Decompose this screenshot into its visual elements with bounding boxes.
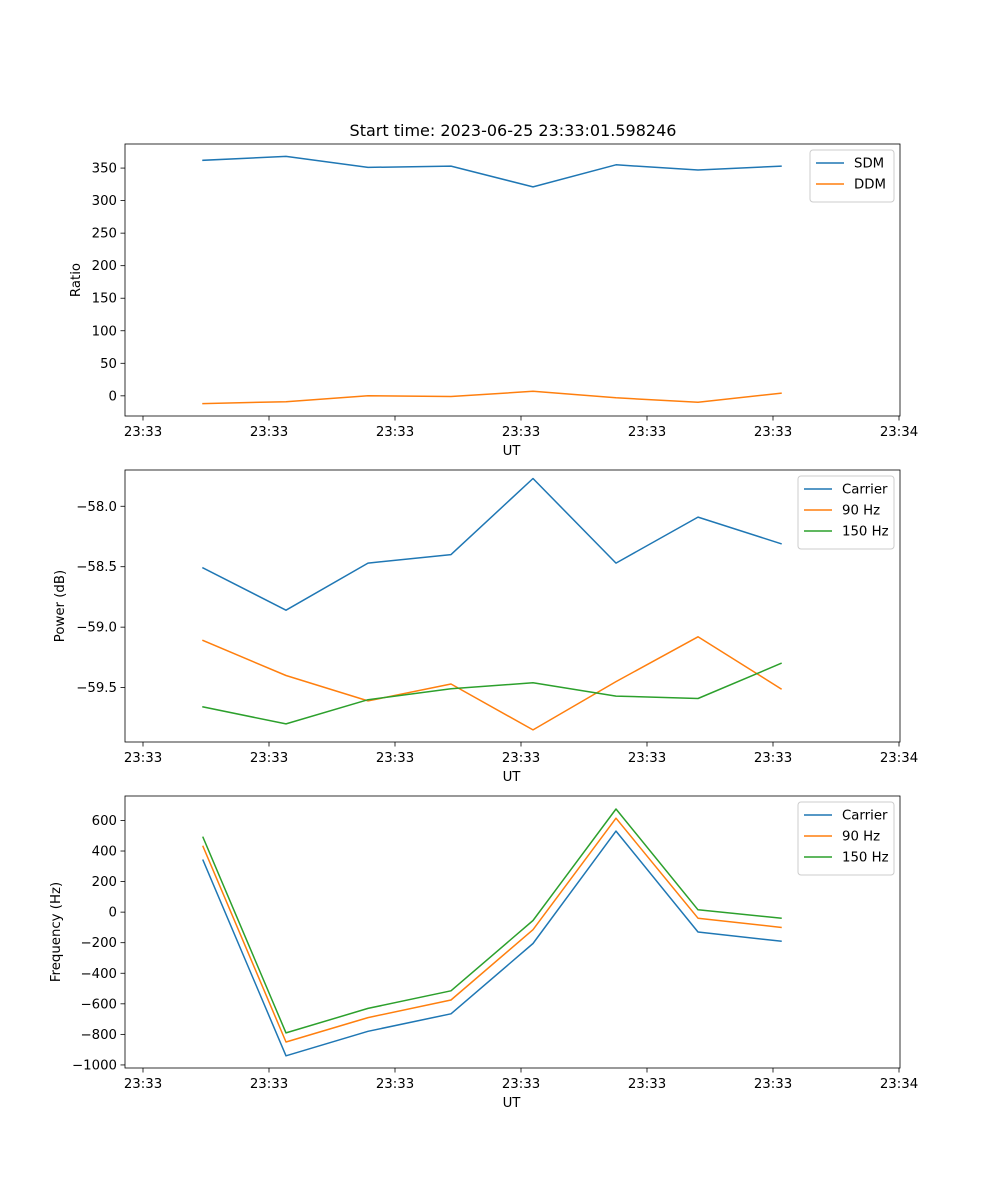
series-line-150-hz	[202, 808, 782, 1034]
x-tick-label: 23:33	[250, 1077, 288, 1092]
series-line-sdm	[202, 155, 782, 188]
y-tick-label: −200	[80, 936, 117, 951]
y-tick-label: −58.5	[76, 560, 117, 575]
y-tick-label: −59.5	[76, 681, 117, 696]
x-tick-label: 23:33	[376, 425, 414, 440]
legend-label: Carrier	[842, 809, 888, 824]
y-tick-label: 0	[109, 906, 117, 921]
chart-panel-2: −58.0 −58.5 −59.0 −59.5 23:33 23:33 23:33 23:33…	[53, 469, 918, 785]
y-tick-label: 150	[92, 292, 117, 307]
x-tick-label: 23:33	[250, 751, 288, 766]
x-tick-label: 23:33	[754, 1077, 792, 1092]
plot-frame	[124, 143, 901, 417]
x-tick-label: 23:34	[880, 425, 918, 440]
x-tick-label: 23:33	[502, 425, 540, 440]
y-tick-label: −59.0	[76, 621, 117, 636]
y-tick-label: −1000	[72, 1058, 117, 1073]
y-tick-label: −400	[80, 967, 117, 982]
x-tick-label: 23:33	[124, 1077, 162, 1092]
legend-label: 90 Hz	[842, 830, 880, 845]
series-line-90-hz	[202, 817, 782, 1043]
chart-panel-3: 600 400 200 0 −200 −400 −600 −800 −1000 23:33 23:3…	[49, 795, 918, 1111]
plot-frame	[124, 469, 901, 743]
y-tick-label: 600	[92, 814, 117, 829]
x-tick-label: 23:33	[502, 751, 540, 766]
series-line-90-hz	[202, 636, 783, 731]
y-axis-label: Ratio	[69, 263, 84, 297]
series-line-carrier	[201, 477, 782, 611]
x-axis-label: UT	[503, 770, 522, 785]
x-tick-label: 23:33	[628, 1077, 666, 1092]
legend-label: 150 Hz	[842, 525, 889, 540]
legend-label: 90 Hz	[842, 504, 880, 519]
x-tick-label: 23:33	[628, 425, 666, 440]
x-tick-label: 23:34	[880, 751, 918, 766]
x-tick-label: 23:33	[502, 1077, 540, 1092]
x-axis-label: UT	[503, 1096, 522, 1111]
y-tick-label: 50	[100, 357, 117, 372]
y-tick-label: 300	[92, 194, 117, 209]
chart-panel-1: 0 50 100 150 200 250 300 350 23:33 23:33 23:33 23:3…	[69, 143, 918, 459]
x-tick-label: 23:33	[754, 751, 792, 766]
y-tick-label: 350	[92, 162, 117, 177]
x-tick-label: 23:33	[376, 1077, 414, 1092]
y-tick-label: 250	[92, 227, 117, 242]
series-line-150-hz	[202, 662, 782, 725]
figure-title: Start time: 2023-06-25 23:33:01.598246	[350, 121, 677, 140]
y-tick-label: 100	[92, 324, 117, 339]
x-axis-label: UT	[503, 444, 522, 459]
legend-label: DDM	[854, 178, 886, 193]
y-tick-label: 400	[92, 845, 117, 860]
x-tick-label: 23:33	[628, 751, 666, 766]
plot-frame	[124, 795, 901, 1069]
y-tick-label: −58.0	[76, 500, 117, 515]
series-line-ddm	[202, 390, 782, 405]
legend-label: 150 Hz	[842, 851, 889, 866]
y-axis-label: Power (dB)	[53, 570, 68, 642]
y-axis-label: Frequency (Hz)	[49, 882, 64, 982]
y-tick-label: −600	[80, 997, 117, 1012]
y-tick-label: 200	[92, 259, 117, 274]
x-tick-label: 23:33	[250, 425, 288, 440]
y-tick-label: −800	[80, 1028, 117, 1043]
legend-label: SDM	[854, 157, 884, 172]
series-line-carrier	[202, 830, 782, 1057]
x-tick-label: 23:33	[376, 751, 414, 766]
x-tick-label: 23:33	[754, 425, 792, 440]
x-tick-label: 23:34	[880, 1077, 918, 1092]
x-tick-label: 23:33	[124, 751, 162, 766]
x-tick-label: 23:33	[124, 425, 162, 440]
y-tick-label: 200	[92, 875, 117, 890]
legend-label: Carrier	[842, 483, 888, 498]
y-tick-label: 0	[109, 389, 117, 404]
